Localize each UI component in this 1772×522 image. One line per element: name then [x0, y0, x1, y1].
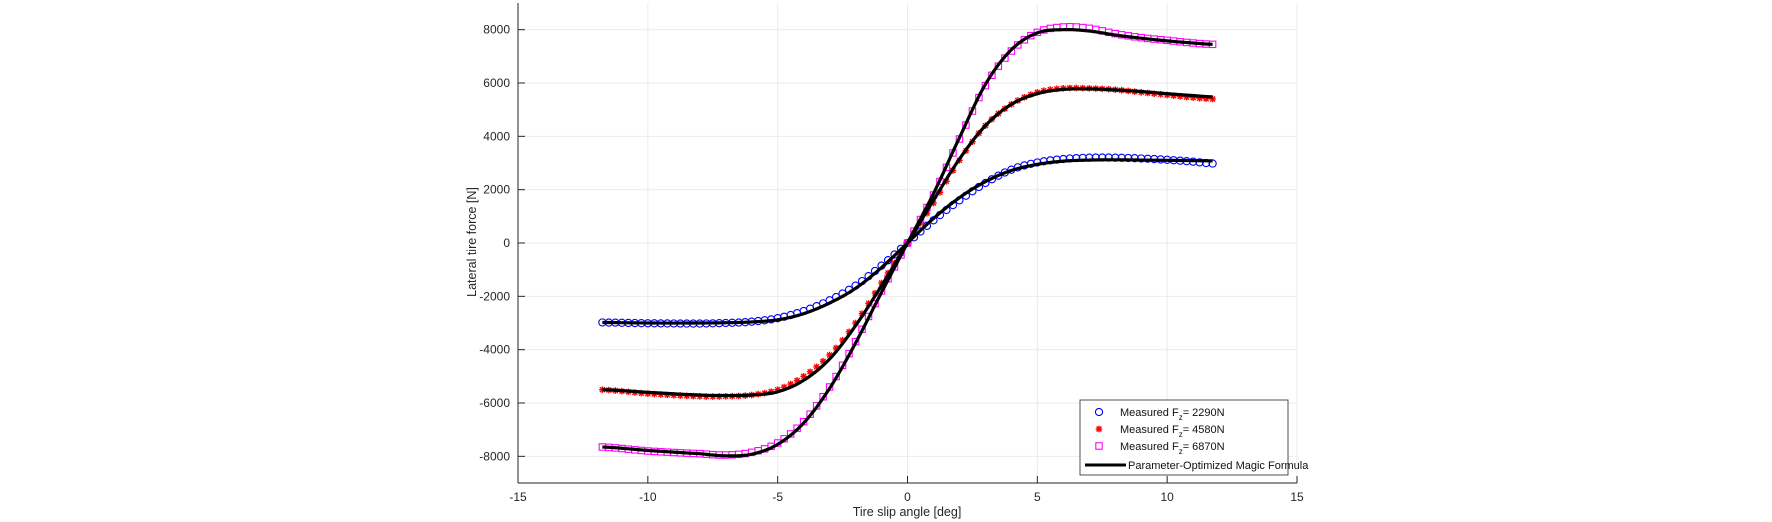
x-axis-label: Tire slip angle [deg] [853, 505, 962, 519]
y-tick-label: 6000 [483, 76, 510, 90]
x-tick-label: 10 [1160, 490, 1174, 504]
legend-label: Parameter-Optimized Magic Formula [1128, 460, 1309, 472]
legend-square-icon [1095, 442, 1103, 450]
legend-item: Parameter-Optimized Magic Formula [1085, 460, 1309, 472]
y-tick-label: -8000 [479, 449, 510, 463]
legend-item: Measured Fz= 4580N [1095, 424, 1225, 439]
legend-label: Measured Fz= 4580N [1120, 424, 1225, 439]
fit-series [602, 28, 1213, 458]
data-point [1130, 154, 1139, 163]
x-tick-label: -15 [509, 490, 527, 504]
legend-item: Measured Fz= 6870N [1095, 441, 1225, 456]
y-tick-label: -2000 [479, 289, 510, 303]
x-tick-label: 5 [1034, 490, 1041, 504]
x-tick-label: 0 [904, 490, 911, 504]
x-tick-label: 15 [1290, 490, 1304, 504]
y-axis-label: Lateral tire force [N] [465, 187, 479, 297]
legend-label: Measured Fz= 2290N [1120, 407, 1225, 422]
data-point [1124, 153, 1133, 163]
y-tick-label: -6000 [479, 396, 510, 410]
y-tick-label: 0 [503, 236, 510, 250]
y-axis-ticks: -8000 -6000 -4000 -2000 0 2000 4000 6000 8000 [479, 23, 525, 463]
y-tick-label: 4000 [483, 129, 510, 143]
legend-star-icon [1095, 425, 1103, 433]
data-point [1195, 158, 1204, 167]
fit-curve [602, 28, 1213, 458]
legend-label: Measured Fz= 6870N [1120, 441, 1225, 456]
legend-item: Measured Fz= 2290N [1094, 407, 1225, 422]
legend: Measured Fz= 2290N Measured Fz= 4580N Meas… [1079, 399, 1309, 476]
x-tick-label: -5 [772, 490, 783, 504]
x-axis-ticks: -15 -10 -5 0 5 10 15 [509, 476, 1304, 504]
legend-circle-icon [1094, 407, 1104, 417]
y-tick-label: 8000 [483, 23, 510, 37]
y-tick-label: 2000 [483, 183, 510, 197]
y-tick-label: -4000 [479, 343, 510, 357]
legend-box [1079, 399, 1289, 476]
x-tick-label: -10 [639, 490, 657, 504]
